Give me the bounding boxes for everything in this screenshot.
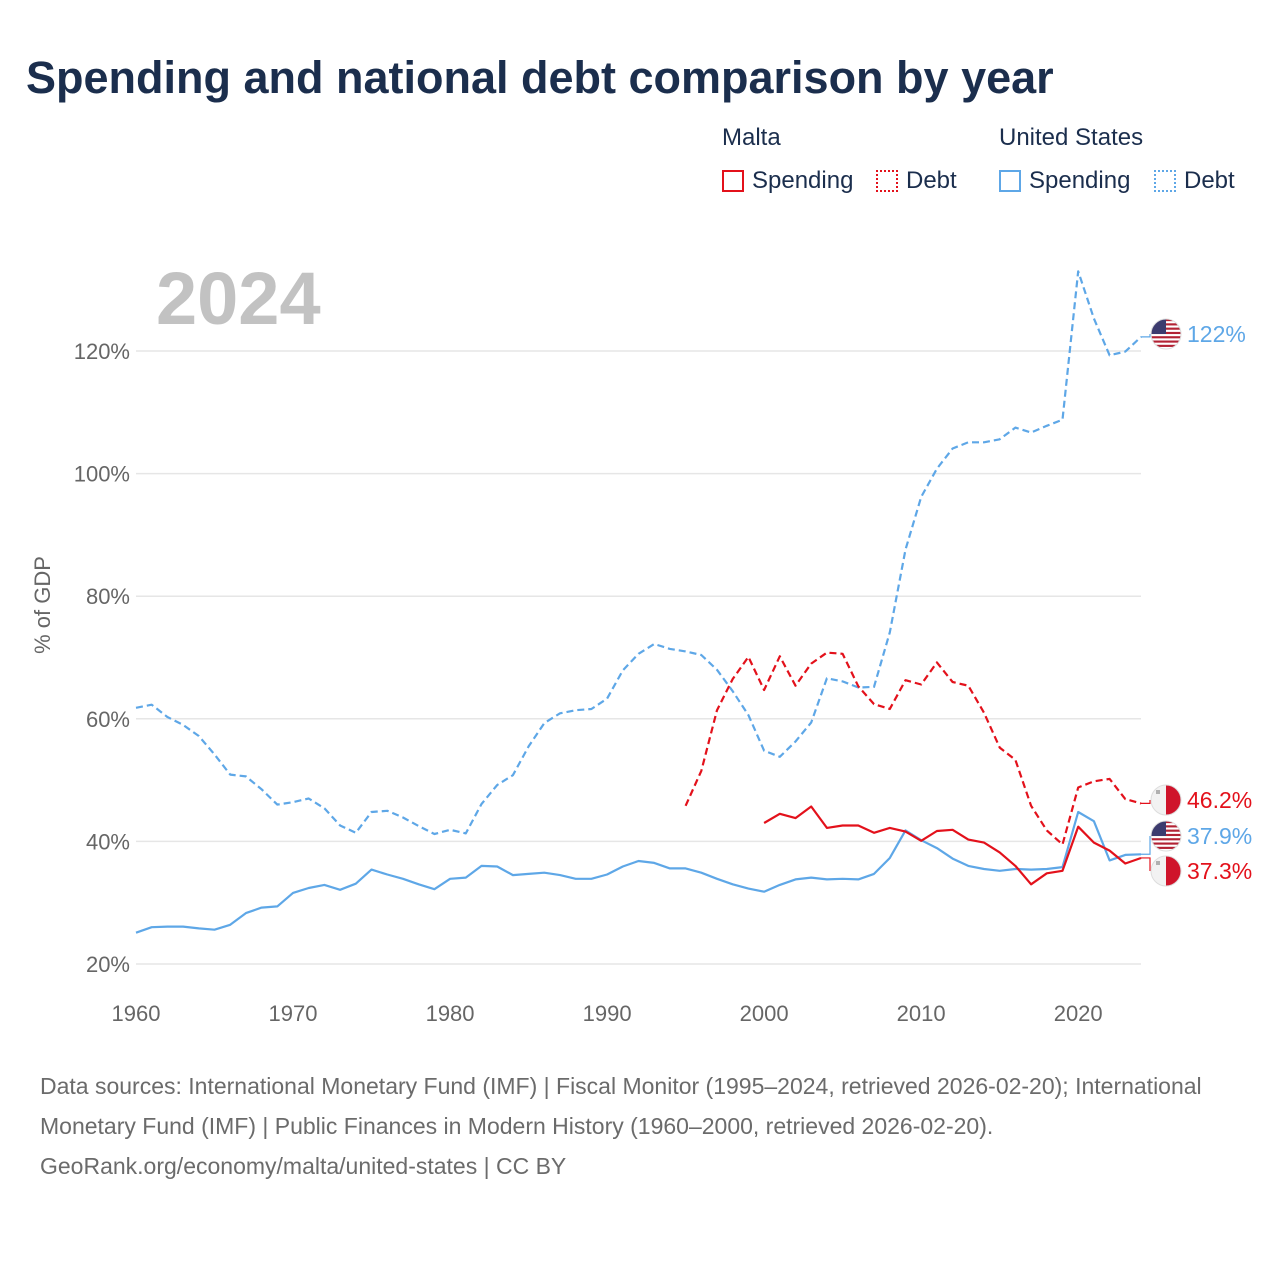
y-tick-label: 120% [74,339,130,364]
grid-lines [136,350,1141,965]
y-tick-label: 80% [86,584,130,609]
legend-label: Debt [1184,167,1235,194]
us-flag-icon [1150,318,1182,350]
legend-item-us-spending[interactable]: Spending [999,166,1130,196]
leader-line [1141,836,1151,855]
malta-flag-icon [1150,855,1182,887]
series-line-united-states-debt [135,270,1142,836]
series-line-malta-debt [684,651,1142,846]
year-watermark: 2024 [156,257,321,340]
legend-swatch-solid-icon [722,170,744,192]
y-tick-label: 60% [86,707,130,732]
legend-label: Spending [1029,167,1131,194]
x-tick-label: 1960 [112,1001,161,1026]
end-value-label: 37.3% [1187,858,1252,884]
page-title: Spending and national debt comparison by… [26,52,1054,103]
leader-line [1141,857,1151,871]
legend-swatch-dotted-icon [876,170,898,192]
y-tick-label: 100% [74,462,130,487]
x-tick-label: 2010 [897,1001,946,1026]
legend-item-malta-spending[interactable]: Spending [722,166,853,196]
y-tick-label: 20% [86,952,130,977]
legend-swatch-solid-icon [999,170,1021,192]
leader-line [1141,334,1151,338]
x-tick-label: 1980 [426,1001,475,1026]
x-axis: 1960 1970 1980 1990 2000 2010 2020 [112,1001,1103,1026]
series-line-united-states-spending [135,810,1142,934]
leader-line [1141,800,1151,804]
x-tick-label: 1990 [583,1001,632,1026]
legend-group-united-states: United States [999,124,1144,151]
legend-label: Spending [752,167,854,194]
end-value-label: 122% [1187,321,1246,347]
line-chart: 2024 % of GDP 20%40%60%80%100%120% 1960 1… [30,257,1252,1026]
legend-group-malta: Malta [722,124,781,151]
x-tick-label: 2000 [740,1001,789,1026]
footer: Data sources: International Monetary Fun… [40,1066,1240,1186]
end-labels: 122% 37.9% 46.2% 37.3% [1141,318,1252,887]
legend-swatch-dotted-icon [1154,170,1176,192]
x-tick-label: 2020 [1054,1001,1103,1026]
legend-item-malta-debt[interactable]: Debt [876,166,957,196]
malta-flag-icon [1150,784,1182,816]
legend-item-us-debt[interactable]: Debt [1154,166,1235,196]
data-sources: Data sources: International Monetary Fun… [40,1073,1202,1139]
series-line-malta-spending [763,805,1142,886]
series-lines [135,270,1142,934]
end-value-label: 37.9% [1187,823,1252,849]
legend-label: Debt [906,167,957,194]
x-tick-label: 1970 [269,1001,318,1026]
y-axis: 20% 40% 60% 80% 100% 120% [74,339,130,977]
credit-link[interactable]: GeoRank.org/economy/malta/united-states … [40,1153,567,1179]
y-axis-label: % of GDP [30,556,55,654]
us-flag-icon [1150,820,1182,852]
y-tick-label: 40% [86,829,130,854]
end-value-label: 46.2% [1187,787,1252,813]
